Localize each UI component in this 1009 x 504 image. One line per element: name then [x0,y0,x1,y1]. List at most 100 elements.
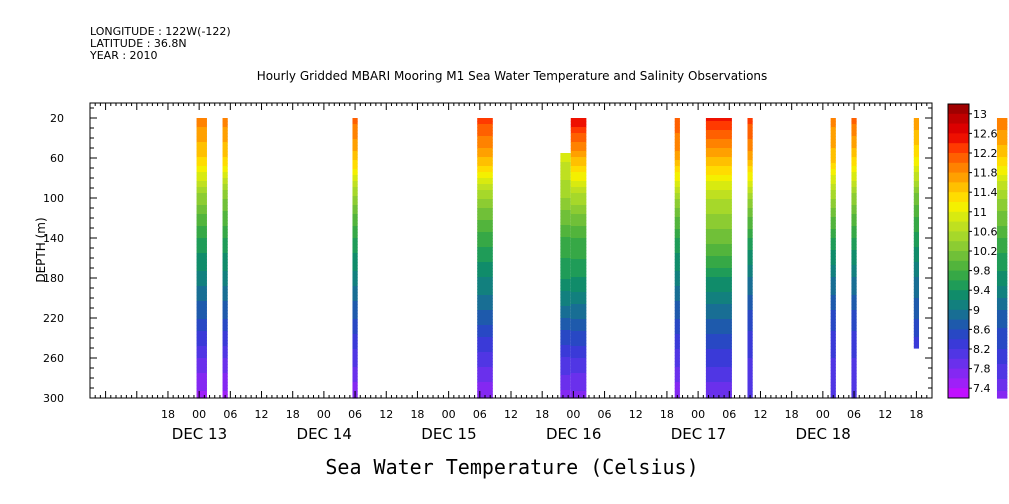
data-cell [705,325,732,329]
data-cell [477,328,493,332]
data-cell [996,268,1008,272]
data-cell [477,271,493,275]
data-cell [851,118,857,122]
data-cell [913,244,920,248]
data-cell [996,328,1008,332]
data-cell [196,316,207,320]
data-cell [747,277,753,281]
data-cell [747,322,753,326]
data-cell [913,289,920,293]
data-cell [996,217,1008,221]
data-cell [996,277,1008,281]
data-cell [352,331,358,335]
data-cell [570,376,587,380]
data-cell [996,340,1008,344]
data-cell [570,181,587,185]
data-cell [196,220,207,224]
data-cell [352,151,358,155]
data-cell [477,388,493,392]
x-day-label: DEC 18 [795,425,850,443]
data-cell [560,381,571,385]
data-cell [196,355,207,359]
data-cell [222,313,228,317]
data-cell [477,379,493,383]
data-cell [830,352,836,356]
data-cell [830,307,836,311]
data-cell [830,262,836,266]
data-cell [560,219,571,223]
data-cell [560,204,571,208]
data-cell [196,157,207,161]
data-column [674,118,680,399]
data-cell [352,205,358,209]
data-cell [352,250,358,254]
data-cell [674,364,680,368]
data-cell [477,178,493,182]
data-cell [352,199,358,203]
data-cell [851,373,857,377]
data-cell [222,133,228,137]
data-cell [674,259,680,263]
data-cell [222,340,228,344]
data-cell [674,124,680,128]
data-cell [996,289,1008,293]
data-cell [674,388,680,392]
data-cell [705,322,732,326]
data-cell [477,202,493,206]
colorbar-swatch [948,192,969,203]
data-cell [830,364,836,368]
data-cell [913,274,920,278]
data-cell [747,295,753,299]
data-cell [570,136,587,140]
data-cell [996,226,1008,230]
data-cell [830,382,836,386]
data-cell [674,145,680,149]
data-cell [830,313,836,317]
data-cell [913,202,920,206]
data-cell [851,343,857,347]
data-cell [196,358,207,362]
data-cell [851,331,857,335]
data-cell [996,136,1008,140]
data-cell [352,130,358,134]
data-cell [830,256,836,260]
data-cell [570,382,587,386]
data-cell [352,238,358,242]
data-cell [830,316,836,320]
data-cell [913,196,920,200]
data-cell [196,166,207,170]
data-cell [196,151,207,155]
data-cell [830,232,836,236]
data-cell [196,232,207,236]
data-cell [851,355,857,359]
data-cell [477,172,493,176]
data-cell [913,313,920,317]
x-tick-label: 12 [878,408,892,421]
data-cell [747,184,753,188]
data-cell [830,178,836,182]
data-cell [196,190,207,194]
colorbar-swatch [948,113,969,124]
data-cell [830,259,836,263]
data-cell [570,385,587,389]
data-cell [705,352,732,356]
data-cell [747,220,753,224]
data-cell [352,295,358,299]
data-cell [705,370,732,374]
data-cell [222,157,228,161]
data-cell [705,304,732,308]
data-cell [477,322,493,326]
data-cell [705,340,732,344]
data-layer [196,118,1008,399]
data-cell [196,253,207,257]
data-cell [570,208,587,212]
data-cell [747,166,753,170]
data-cell [196,130,207,134]
data-cell [830,283,836,287]
data-cell [477,307,493,311]
data-cell [674,133,680,137]
data-cell [996,220,1008,224]
data-cell [996,343,1008,347]
data-cell [570,319,587,323]
data-cell [570,265,587,269]
